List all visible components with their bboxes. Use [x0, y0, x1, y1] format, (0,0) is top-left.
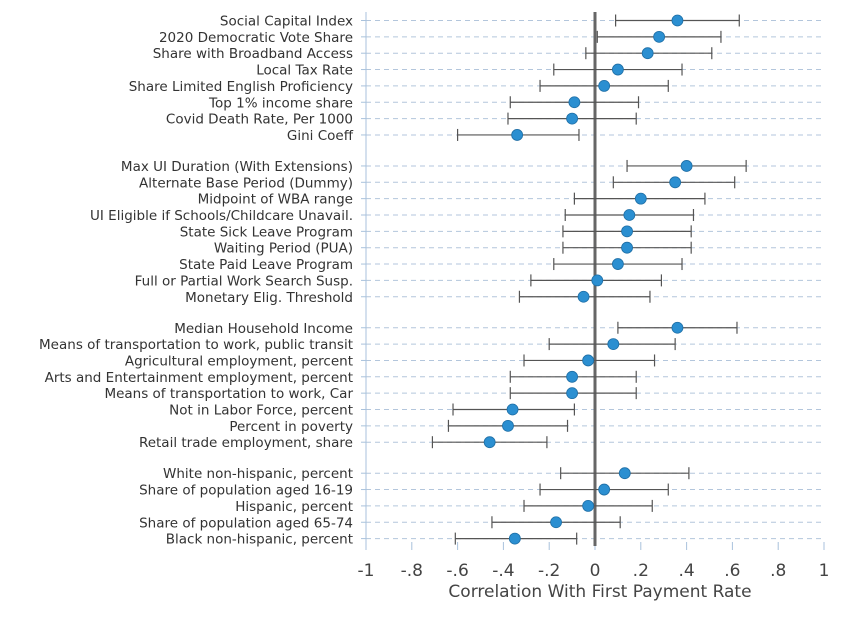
estimate-point	[566, 387, 578, 400]
tick-label-layer: -1 -.8 -.6 -.4 -.2 0 .2 .4 .6 .8 1	[358, 561, 830, 581]
estimate-point	[671, 14, 684, 27]
estimate-point	[591, 274, 604, 287]
estimate-point	[607, 338, 620, 351]
estimate-point	[621, 241, 633, 254]
x-tick-label: .2	[633, 561, 649, 581]
estimate-point	[618, 467, 631, 480]
estimate-point	[612, 258, 624, 270]
estimate-point	[612, 63, 624, 76]
row-label: Black non-hispanic, percent	[166, 532, 353, 548]
x-tick-label: -.8	[401, 561, 423, 581]
row-label: Share with Broadband Access	[153, 46, 353, 62]
x-tick-label: -.2	[538, 561, 560, 581]
estimate-point	[634, 192, 647, 205]
row-label: State Sick Leave Program	[180, 224, 353, 240]
x-tick-label: 1	[819, 561, 830, 581]
x-tick-label: -.4	[492, 561, 514, 581]
estimate-point	[566, 112, 578, 125]
estimate-point	[641, 47, 654, 60]
row-label: Max UI Duration (With Extensions)	[121, 159, 353, 175]
row-label: Means of transportation to work, public …	[39, 337, 353, 353]
row-label: Share of population aged 65-74	[139, 515, 353, 531]
x-axis-title: Correlation With First Payment Rate	[448, 582, 751, 602]
estimate-point	[511, 129, 524, 141]
row-label: Share Limited English Proficiency	[129, 79, 353, 95]
estimate-point	[598, 483, 611, 496]
row-label: Retail trade employment, share	[139, 435, 353, 451]
estimate-point	[508, 532, 521, 545]
row-label: Percent in poverty	[229, 419, 353, 435]
row-label: White non-hispanic, percent	[163, 466, 353, 482]
estimate-point	[669, 176, 682, 189]
point-layer	[483, 14, 693, 545]
row-label: Monetary Elig. Threshold	[185, 290, 353, 306]
estimate-point	[671, 321, 684, 334]
row-label: Full or Partial Work Search Susp.	[135, 273, 353, 289]
estimate-point	[550, 516, 562, 529]
x-tick-label: -1	[358, 561, 375, 581]
errorbar-layer	[431, 14, 747, 545]
row-label: Median Household Income	[174, 321, 353, 337]
estimate-point	[623, 209, 636, 221]
x-tick-label: .8	[770, 561, 786, 581]
row-label: 2020 Democratic Vote Share	[159, 30, 353, 46]
estimate-point	[577, 290, 590, 303]
row-label: Not in Labor Force, percent	[169, 403, 353, 419]
row-label: UI Eligible if Schools/Childcare Unavail…	[90, 208, 353, 224]
estimate-point	[680, 160, 693, 172]
x-tick-label: -.6	[446, 561, 468, 581]
row-label: Arts and Entertainment employment, perce…	[45, 370, 353, 386]
row-label: Social Capital Index	[220, 14, 353, 30]
row-label: State Paid Leave Program	[179, 257, 353, 273]
estimate-point	[483, 436, 496, 449]
row-label: Alternate Base Period (Dummy)	[139, 175, 353, 191]
estimate-point	[582, 499, 595, 512]
row-label: Hispanic, percent	[235, 499, 353, 515]
x-tick-label: .6	[724, 561, 740, 581]
estimate-point	[621, 225, 633, 238]
x-tick-label: 0	[590, 561, 601, 581]
row-label: Waiting Period (PUA)	[214, 241, 353, 257]
estimate-point	[568, 96, 581, 109]
row-label: Share of population aged 16-19	[139, 483, 353, 499]
row-label: Agricultural employment, percent	[125, 353, 353, 369]
row-label: Gini Coeff	[287, 128, 354, 144]
row-label: Covid Death Rate, Per 1000	[166, 112, 353, 128]
estimate-point	[506, 403, 519, 416]
x-tick-label: .4	[678, 561, 694, 581]
estimate-point	[566, 370, 578, 383]
estimate-point	[502, 419, 514, 432]
estimate-point	[582, 354, 595, 367]
row-label: Local Tax Rate	[256, 63, 353, 79]
row-label: Means of transportation to work, Car	[104, 386, 353, 402]
row-label: Top 1% income share	[208, 95, 353, 111]
row-label: Midpoint of WBA range	[198, 192, 353, 208]
estimate-point	[653, 30, 666, 43]
estimate-point	[598, 80, 611, 92]
